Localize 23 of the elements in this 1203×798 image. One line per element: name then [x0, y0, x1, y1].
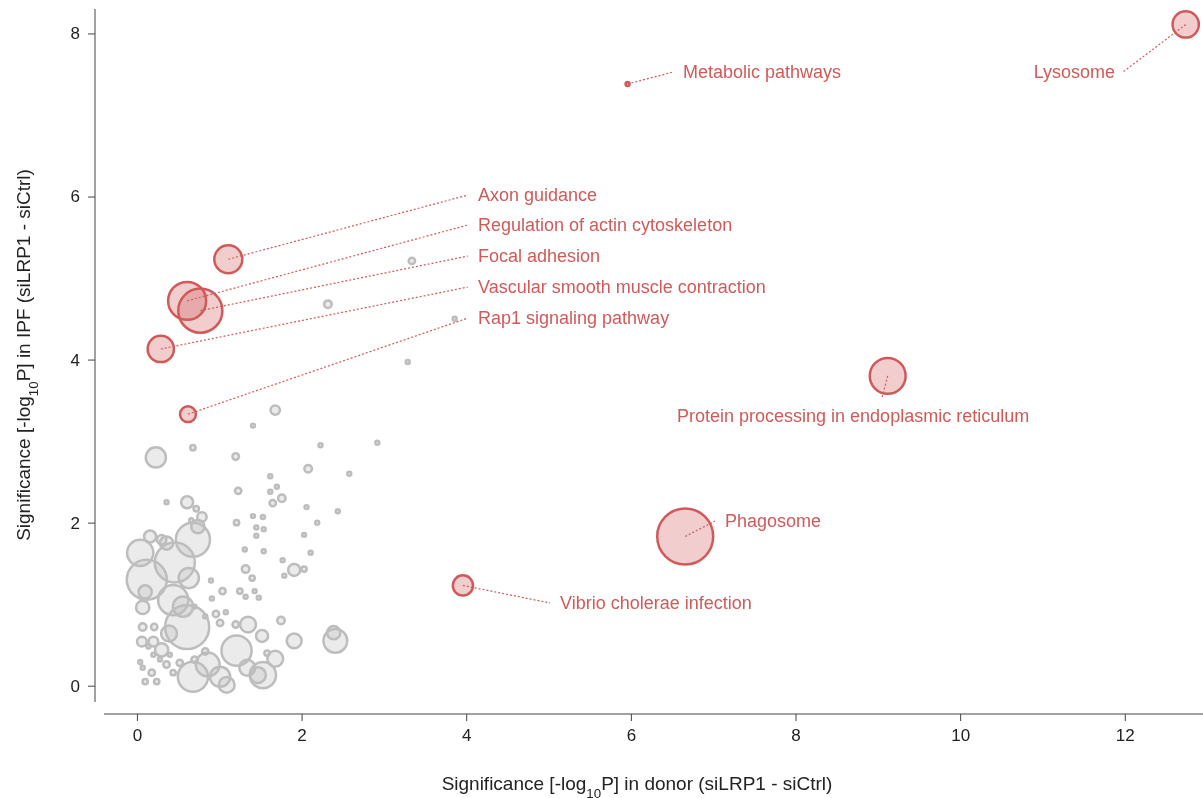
x-tick-label: 2	[297, 726, 307, 746]
annotation: Rap1 signaling pathway	[478, 308, 670, 329]
annotation: Vascular smooth muscle contraction	[478, 277, 766, 298]
y-tick-label: 6	[70, 187, 80, 207]
annotation: Metabolic pathways	[683, 62, 842, 83]
annotation: Phagosome	[725, 511, 822, 532]
y-tick-label: 4	[70, 350, 80, 370]
annotation: Vibrio cholerae infection	[560, 593, 752, 614]
y-tick-label: 0	[70, 676, 80, 696]
x-tick-label: 0	[132, 726, 143, 746]
y-tick-label: 2	[70, 513, 80, 533]
annotation: Regulation of actin cytoskeleton	[478, 215, 733, 236]
x-tick-label: 4	[461, 726, 472, 746]
x-axis-title: Significance [-log$_{10}$P] in donor (siLRP1 - siCtrl)	[441, 773, 833, 798]
x-tick-label: 8	[791, 726, 801, 746]
annotation: Protein processing in endoplasmic reticulum	[677, 406, 1030, 427]
x-tick-label: 12	[1115, 726, 1135, 746]
y-tick-label: 8	[70, 24, 80, 44]
annotation: Axon guidance	[478, 185, 598, 206]
x-tick-label: 10	[951, 726, 971, 746]
x-tick-label: 6	[626, 726, 637, 746]
annotation: Focal adhesion	[478, 246, 601, 267]
annotation: Lysosome	[1033, 62, 1115, 83]
